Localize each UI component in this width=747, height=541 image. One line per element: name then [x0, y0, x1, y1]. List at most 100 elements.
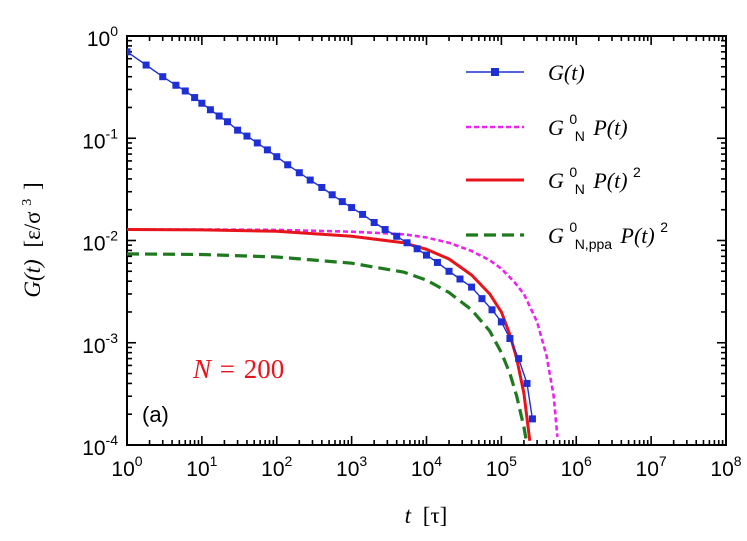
axis-ticks [126, 35, 727, 446]
data-point [506, 335, 514, 343]
data-point [497, 318, 505, 326]
data-point [172, 81, 180, 89]
series-line [127, 51, 534, 420]
legend-gn-p-sub: N [575, 128, 585, 144]
legend-label-gn-p: G 0 N P(t) [548, 104, 628, 146]
legend-gnppa-p2-rest: P(t) [620, 223, 655, 248]
series-0 [127, 48, 536, 423]
y-axis-unit: [ε/σ [20, 211, 45, 248]
legend-gnppa-p2-sup: 0 [569, 219, 577, 235]
series-3 [127, 252, 529, 445]
data-point [243, 132, 251, 140]
data-point [433, 258, 441, 266]
data-point [348, 204, 356, 212]
annotation-n-eq: = [220, 354, 235, 384]
data-point [359, 210, 367, 218]
legend-gnppa-p2-base: G [548, 223, 564, 248]
x-axis-unit: [τ] [423, 503, 448, 528]
series-line [127, 252, 529, 445]
x-tick-label: 105 [486, 453, 517, 481]
data-point [263, 146, 271, 154]
data-point [273, 153, 281, 161]
data-point [191, 94, 199, 102]
legend-gn-p2-sub: N [575, 181, 585, 197]
annotation-n-label: N [192, 354, 213, 384]
y-axis-unit-exp: 3 [20, 199, 35, 206]
data-point [181, 87, 189, 95]
x-tick-label: 104 [411, 453, 442, 481]
legend-label-gn-p2: G 0 N P(t) 2 [548, 157, 641, 199]
y-axis-var: G(t) [20, 259, 45, 297]
data-point [413, 245, 421, 253]
data-point [381, 226, 389, 234]
data-point [142, 61, 150, 69]
data-point [206, 106, 214, 114]
series-line [127, 228, 559, 438]
data-point [284, 161, 292, 169]
data-point [253, 139, 261, 147]
legend-gn-p-rest: P(t) [592, 115, 627, 140]
y-tick-labels: 100 10-1 10-2 10-3 10-4 [82, 23, 118, 460]
x-tick-label: 101 [186, 453, 217, 481]
data-point [295, 169, 303, 177]
y-tick-label: 10-3 [82, 330, 118, 358]
series-1 [127, 228, 559, 438]
legend: G(t) G 0 N P(t) G 0 N P(t) 2 G 0 N,ppa P… [466, 60, 668, 254]
y-tick-label: 10-1 [82, 125, 118, 153]
legend-gn-p-sup: 0 [569, 111, 577, 127]
legend-label-gnppa-p2: G 0 N,ppa P(t) 2 [548, 212, 668, 254]
data-point [328, 191, 336, 199]
x-tick-labels: 100 101 102 103 104 105 106 107 108 [111, 453, 741, 481]
x-tick-label: 107 [636, 453, 667, 481]
data-point [318, 183, 326, 191]
x-tick-label: 103 [336, 453, 367, 481]
series-line [127, 228, 532, 441]
legend-gnppa-p2-sub: N,ppa [575, 236, 613, 252]
data-point [198, 99, 206, 107]
data-point [234, 126, 242, 134]
data-point [523, 379, 531, 387]
data-point [515, 355, 523, 363]
y-tick-label: 10-4 [82, 432, 118, 460]
data-point [338, 198, 346, 206]
data-point [127, 48, 131, 56]
legend-gn-p2-sup: 0 [569, 164, 577, 180]
legend-g-base: G(t) [548, 60, 585, 85]
x-tick-label: 106 [561, 453, 592, 481]
x-axis-var: t [405, 503, 412, 528]
x-tick-label: 100 [111, 453, 142, 481]
data-point [215, 112, 223, 120]
data-point [445, 267, 453, 275]
annotation-panel-label: (a) [142, 402, 169, 427]
legend-gn-p2-base: G [548, 168, 564, 193]
legend-gn-p2-rest-sup: 2 [633, 164, 641, 180]
data-point [468, 283, 476, 291]
legend-gn-p-base: G [548, 115, 564, 140]
annotation-n-value: 200 [244, 354, 285, 384]
annotation-n-200: N = 200 [192, 354, 284, 384]
legend-marker-g [491, 68, 499, 76]
y-tick-label: 10-2 [82, 228, 118, 256]
series-2 [127, 228, 532, 441]
data-point [488, 306, 496, 314]
data-point [478, 295, 486, 303]
x-tick-label: 108 [710, 453, 741, 481]
x-tick-label: 102 [261, 453, 292, 481]
series-layer [127, 48, 559, 445]
data-point [159, 73, 167, 81]
y-axis-title: G(t) [ε/σ 3 ] [11, 182, 45, 297]
data-point [393, 232, 401, 240]
legend-gnppa-p2-rest-sup: 2 [660, 219, 668, 235]
data-point [403, 239, 411, 247]
y-axis-unit-close: ] [20, 182, 45, 190]
data-point [306, 176, 314, 184]
data-point [456, 275, 464, 283]
y-tick-label: 100 [87, 23, 118, 51]
x-axis-title: t [τ] [405, 503, 448, 528]
data-point [423, 251, 430, 259]
data-point [370, 218, 378, 226]
data-point [528, 415, 536, 423]
legend-label-g: G(t) [548, 60, 585, 85]
legend-gn-p2-rest: P(t) [592, 168, 627, 193]
